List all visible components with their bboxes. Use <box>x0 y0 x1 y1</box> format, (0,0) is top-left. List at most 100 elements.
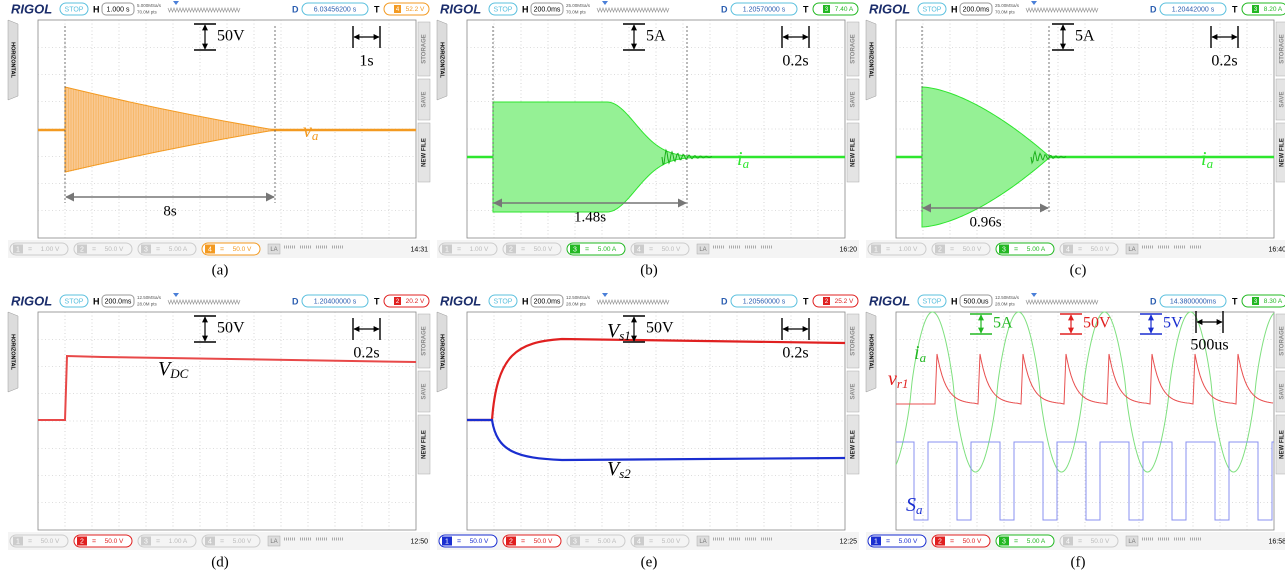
scale-label: 50V <box>646 320 674 337</box>
channel-scale: 50.0 V <box>233 246 252 253</box>
signal-subscript: a <box>920 350 927 365</box>
channel-number: 4 <box>1066 246 1070 253</box>
signal-subscript: a <box>312 128 319 143</box>
scale-label: 0.2s <box>353 345 379 362</box>
coupling: = <box>457 538 461 545</box>
channel-number: 3 <box>573 246 577 253</box>
clock: 12:50 <box>410 538 428 545</box>
coupling: = <box>92 538 96 545</box>
scope-panel: RIGOLSTOPH500.0us12.50MSa/s28.0M ptsD14.… <box>866 292 1285 570</box>
timebase: 500.0us <box>964 298 989 305</box>
menu-label: SAVE <box>851 384 857 400</box>
channel-scale: 5.00 A <box>1027 246 1046 253</box>
menu-label: STORAGE <box>422 326 428 356</box>
timebase: 200.0ms <box>534 6 561 13</box>
signal-subscript: a <box>1207 156 1214 171</box>
la-label: LA <box>1128 539 1135 545</box>
coupling: = <box>1014 538 1018 545</box>
coupling: = <box>156 538 160 545</box>
scale-label: 5V <box>1163 315 1183 332</box>
channel-number: 1 <box>874 538 878 545</box>
delay: 1.20560000 s <box>743 298 786 305</box>
coupling: = <box>521 246 525 253</box>
channel-scale: 50.0 V <box>662 246 681 253</box>
duration-label: 8s <box>163 203 177 219</box>
channel-number: 4 <box>208 246 212 253</box>
duration-label: 1.48s <box>574 209 606 225</box>
brand: RIGOL <box>440 1 481 16</box>
clock: 16:40 <box>1268 246 1285 253</box>
caption: (b) <box>640 262 658 278</box>
status: STOP <box>923 6 942 13</box>
coupling: = <box>585 538 589 545</box>
caption: (e) <box>641 554 658 570</box>
scale-label: 1s <box>359 53 373 70</box>
d-label: D <box>1150 4 1157 14</box>
coupling: = <box>521 538 525 545</box>
channel-number: 4 <box>637 538 641 545</box>
d-label: D <box>721 296 728 306</box>
channel-number: 3 <box>144 538 148 545</box>
channel-scale: 50.0 V <box>1091 538 1110 545</box>
coupling: = <box>28 246 32 253</box>
coupling: = <box>950 246 954 253</box>
trigger-level: 8.30 A <box>1264 298 1283 305</box>
left-tab-label: HORIZONTAL <box>439 334 445 370</box>
trigger-level: 7.40 A <box>835 6 854 13</box>
signal-subscript: s1 <box>619 328 631 343</box>
menu-label: STORAGE <box>422 34 428 64</box>
delay: 1.20442000 s <box>1172 6 1215 13</box>
caption: (c) <box>1070 262 1087 278</box>
menu-label: NEW FILE <box>851 430 857 459</box>
channel-scale: 50.0 V <box>105 246 124 253</box>
scale-label: 5A <box>1075 28 1095 45</box>
h-label: H <box>93 4 100 14</box>
scale-label: 50V <box>1083 315 1111 332</box>
channel-number: 2 <box>509 246 513 253</box>
coupling: = <box>220 246 224 253</box>
signal-subscript: a <box>743 156 750 171</box>
channel-scale: 50.0 V <box>470 538 489 545</box>
menu-label: NEW FILE <box>1280 138 1285 167</box>
coupling: = <box>92 246 96 253</box>
channel-number: 1 <box>874 246 878 253</box>
signal-subscript: DC <box>169 366 188 381</box>
channel-scale: 5.00 V <box>233 538 252 545</box>
scope-panel: RIGOLSTOPH200.0ms12.50MSa/s28.0M ptsD1.2… <box>8 292 430 570</box>
channel-number: 1 <box>445 246 449 253</box>
d-label: D <box>1150 296 1157 306</box>
scale-label: 500us <box>1190 337 1228 354</box>
channel-number: 1 <box>445 538 449 545</box>
menu-label: SAVE <box>1280 92 1285 108</box>
menu-label: SAVE <box>851 92 857 108</box>
coupling: = <box>886 538 890 545</box>
menu-label: SAVE <box>422 92 428 108</box>
menu-label: STORAGE <box>1280 326 1285 356</box>
coupling: = <box>1014 246 1018 253</box>
channel-number: 2 <box>80 538 84 545</box>
menu-label: STORAGE <box>851 326 857 356</box>
left-tab-label: HORIZONTAL <box>439 42 445 78</box>
channel-scale: 5.00 A <box>598 538 617 545</box>
trigger-level: 25.2 V <box>835 298 854 305</box>
left-tab-label: HORIZONTAL <box>10 42 16 78</box>
channel-scale: 50.0 V <box>534 538 553 545</box>
trigger-level: 8.20 A <box>1264 6 1283 13</box>
caption: (f) <box>1071 554 1086 570</box>
coupling: = <box>1078 538 1082 545</box>
h-label: H <box>951 4 958 14</box>
memory-depth: 70.0M pts <box>566 10 587 15</box>
channel-scale: 50.0 V <box>534 246 553 253</box>
signal-symbol: v <box>888 368 897 390</box>
channel-scale: 50.0 V <box>1091 246 1110 253</box>
d-label: D <box>292 296 299 306</box>
channel-number: 3 <box>1002 538 1006 545</box>
left-tab-label: HORIZONTAL <box>868 42 874 78</box>
menu-label: SAVE <box>422 384 428 400</box>
channel-number: 3 <box>573 538 577 545</box>
coupling: = <box>649 246 653 253</box>
d-label: D <box>292 4 299 14</box>
coupling: = <box>950 538 954 545</box>
scale-label: 5A <box>646 28 666 45</box>
